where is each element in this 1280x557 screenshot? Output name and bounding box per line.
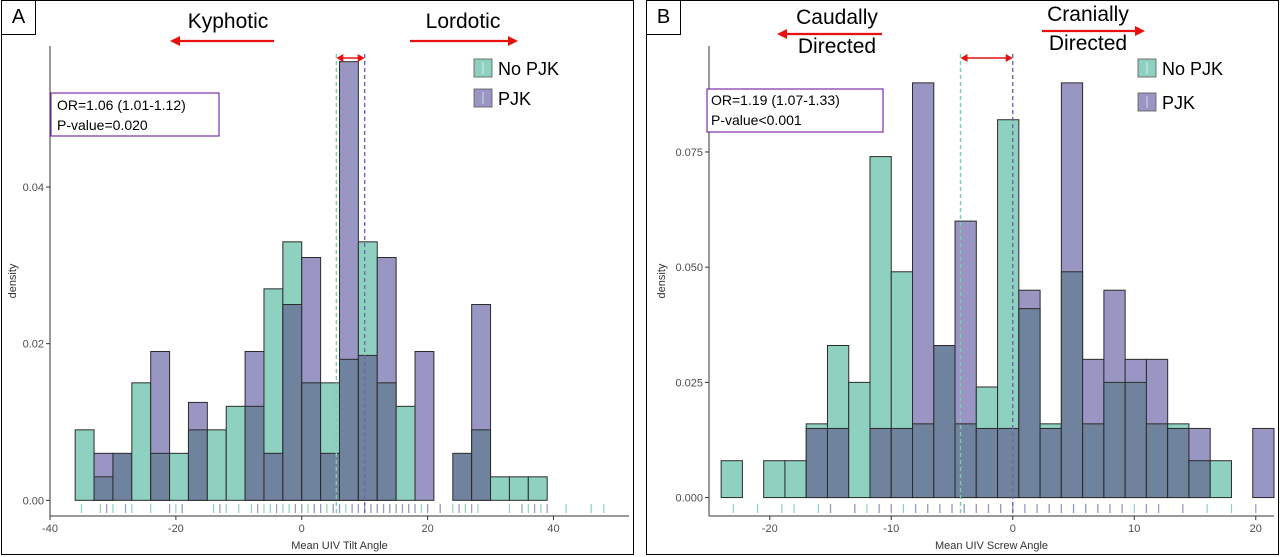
stats-box bbox=[706, 88, 884, 133]
y-axis-label: density bbox=[7, 263, 19, 298]
y-tick-label: 0.075 bbox=[675, 147, 703, 159]
bar-no-pjk bbox=[784, 460, 807, 499]
bar-overlap bbox=[301, 382, 322, 501]
bar-no-pjk bbox=[206, 429, 227, 501]
bar-overlap bbox=[471, 429, 492, 501]
y-axis-label: density bbox=[656, 263, 668, 298]
x-tick-label: 20 bbox=[421, 523, 433, 535]
direction-label-right: Lordotic bbox=[426, 10, 501, 33]
bar-overlap bbox=[1188, 460, 1211, 499]
bar-overlap bbox=[1145, 423, 1169, 499]
x-tick-label: -40 bbox=[42, 523, 58, 535]
x-tick-label: 10 bbox=[1128, 523, 1140, 535]
bar-overlap bbox=[1124, 381, 1147, 499]
bar-overlap bbox=[1039, 427, 1062, 499]
p-value-text: P-value=0.020 bbox=[57, 117, 148, 133]
bar-overlap bbox=[805, 427, 828, 499]
bar-overlap bbox=[282, 304, 303, 501]
bar-overlap bbox=[112, 452, 133, 501]
panel-a: A 0.00 0.02 0.04 -40 -20 0 20 40 Mean UIV Tilt A… bbox=[1, 0, 634, 555]
bar-overlap bbox=[890, 427, 914, 499]
arrowhead-right-icon bbox=[1005, 54, 1013, 62]
direction-label-right: Directed bbox=[1049, 32, 1127, 55]
y-tick-label: 0.050 bbox=[675, 262, 703, 274]
y-tick-label: 0.000 bbox=[675, 493, 703, 505]
bar-overlap bbox=[93, 476, 114, 501]
bar-pjk bbox=[414, 351, 435, 501]
bar-overlap bbox=[912, 423, 935, 499]
x-tick-label: -20 bbox=[762, 523, 778, 535]
arrowhead-left-icon bbox=[336, 54, 344, 62]
arrow-right-icon bbox=[1135, 26, 1145, 36]
histogram-screw-angle: 0.000 0.025 0.050 0.075 -20 -10 0 10 20 Mean UIV … bbox=[656, 3, 1275, 552]
bar-no-pjk bbox=[508, 476, 529, 501]
legend-pjk-label: PJK bbox=[498, 89, 531, 109]
bar-overlap bbox=[869, 427, 892, 499]
x-tick-label: 40 bbox=[547, 523, 559, 535]
bar-no-pjk bbox=[527, 476, 548, 501]
x-axis-label: Mean UIV Screw Angle bbox=[935, 540, 1048, 552]
bar-overlap bbox=[1018, 308, 1041, 499]
bar-overlap bbox=[954, 423, 977, 499]
bar-no-pjk bbox=[131, 382, 152, 501]
y-tick-label: 0.00 bbox=[23, 495, 44, 507]
panel-b: B 0.000 0.025 0.050 0.075 -20 -10 0 10 20 Mean UI… bbox=[646, 0, 1279, 555]
arrowhead-right-icon bbox=[357, 54, 365, 62]
bar-overlap bbox=[1082, 423, 1105, 499]
odds-ratio-text: OR=1.19 (1.07-1.33) bbox=[711, 92, 840, 108]
bar-overlap bbox=[376, 382, 397, 501]
bar-overlap bbox=[1060, 271, 1084, 499]
bar-no-pjk bbox=[74, 429, 95, 501]
bar-overlap bbox=[187, 429, 208, 501]
bar-no-pjk bbox=[720, 460, 743, 499]
y-tick-label: 0.025 bbox=[675, 377, 703, 389]
x-tick-label: -20 bbox=[168, 523, 184, 535]
direction-label-right: Cranially bbox=[1047, 3, 1129, 26]
bar-overlap bbox=[933, 345, 956, 499]
bar-pjk bbox=[1252, 427, 1275, 499]
bar-overlap bbox=[1167, 427, 1190, 499]
odds-ratio-text: OR=1.06 (1.01-1.12) bbox=[57, 97, 186, 113]
bar-overlap bbox=[997, 427, 1020, 499]
x-tick-label: 20 bbox=[1250, 523, 1262, 535]
bar-overlap bbox=[339, 358, 359, 501]
bar-no-pjk bbox=[1209, 460, 1232, 499]
bar-overlap bbox=[452, 452, 473, 501]
bar-overlap bbox=[263, 452, 284, 501]
bar-overlap bbox=[826, 427, 850, 499]
direction-label-left: Caudally bbox=[796, 6, 878, 29]
bar-no-pjk bbox=[225, 405, 246, 501]
x-tick-label: 0 bbox=[299, 523, 305, 535]
x-axis-label: Mean UIV Tilt Angle bbox=[291, 540, 388, 552]
legend-no-pjk-label: No PJK bbox=[498, 59, 559, 79]
bar-no-pjk bbox=[490, 476, 510, 501]
direction-label-left: Kyphotic bbox=[188, 10, 269, 33]
arrow-left-icon bbox=[170, 36, 180, 46]
stats-box bbox=[50, 92, 220, 137]
y-tick-label: 0.04 bbox=[23, 182, 44, 194]
y-tick-label: 0.02 bbox=[23, 339, 44, 351]
bar-overlap bbox=[244, 405, 265, 501]
bar-no-pjk bbox=[763, 460, 786, 499]
bar-no-pjk bbox=[169, 452, 189, 501]
x-tick-label: 0 bbox=[1010, 523, 1016, 535]
arrow-right-icon bbox=[508, 36, 518, 46]
direction-label-left: Directed bbox=[798, 35, 876, 58]
p-value-text: P-value<0.001 bbox=[711, 112, 802, 128]
x-tick-label: -10 bbox=[883, 523, 899, 535]
bar-overlap bbox=[150, 452, 171, 501]
panel-label: A bbox=[2, 1, 36, 35]
arrow-left-icon bbox=[777, 29, 787, 39]
bar-no-pjk bbox=[848, 381, 871, 499]
bar-no-pjk bbox=[395, 405, 416, 501]
bar-overlap bbox=[975, 427, 999, 499]
bar-overlap bbox=[1103, 381, 1126, 499]
legend-pjk-label: PJK bbox=[1162, 93, 1195, 113]
histogram-tilt-angle: 0.00 0.02 0.04 -40 -20 0 20 40 Mean UIV Tilt Ang… bbox=[7, 10, 629, 552]
panel-label: B bbox=[647, 1, 681, 35]
arrowhead-left-icon bbox=[960, 54, 968, 62]
legend-no-pjk-label: No PJK bbox=[1162, 59, 1223, 79]
bar-overlap bbox=[357, 354, 378, 501]
